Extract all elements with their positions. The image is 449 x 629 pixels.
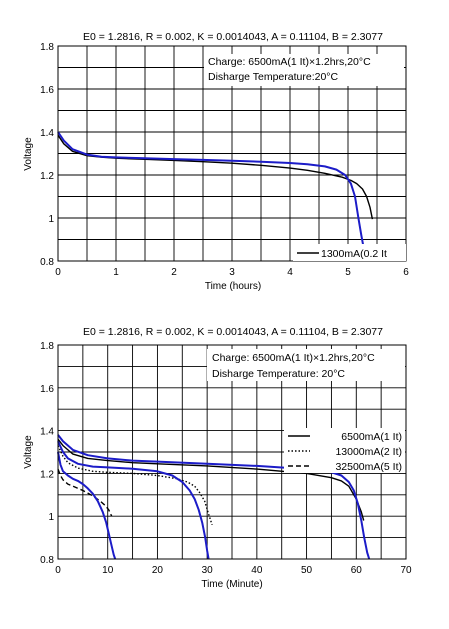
x-tick-label: 70 — [400, 565, 412, 576]
x-tick-labels: 0 1 2 3 4 5 6 — [55, 267, 409, 278]
y-tick-label: 1.4 — [40, 427, 54, 438]
x-tick-label: 50 — [301, 565, 313, 576]
y-tick-label: 0.8 — [40, 257, 54, 268]
annotation-temperature: Disharge Temperature:20°C — [208, 71, 338, 83]
annotation-charge: Charge: 6500mA(1 It)×1.2hrs,20°C — [208, 56, 371, 68]
y-tick-label: 0.8 — [40, 555, 54, 566]
series-line-model-1 — [57, 131, 367, 262]
y-axis-label: Voltage — [23, 137, 34, 171]
x-tick-label: 0 — [55, 565, 61, 576]
series-line-model-5 — [57, 451, 117, 560]
x-tick-label: 40 — [251, 565, 263, 576]
legend-label-6500ma: 6500mA(1 It) — [341, 431, 402, 443]
legend-label-1300ma: 1300mA(0.2 It — [321, 248, 387, 260]
y-tick-label: 1.8 — [40, 42, 54, 53]
y-tick-labels: 0.8 1 1.2 1.4 1.6 1.8 — [40, 341, 54, 566]
y-axis-label: Voltage — [23, 435, 34, 469]
y-tick-label: 1.2 — [40, 171, 54, 182]
y-tick-label: 1.4 — [40, 128, 54, 139]
chart-bottom: E0 = 1.2816, R = 0.002, K = 0.0014043, A… — [23, 326, 412, 590]
chart-title: E0 = 1.2816, R = 0.002, K = 0.0014043, A… — [83, 326, 383, 338]
series-line-1300ma-0-2-it — [57, 134, 374, 220]
y-tick-label: 1.6 — [40, 384, 54, 395]
chart-title: E0 = 1.2816, R = 0.002, K = 0.0014043, A… — [83, 31, 383, 43]
series-line-13000ma-2-it- — [57, 445, 213, 526]
x-tick-label: 5 — [345, 267, 351, 278]
x-tick-label: 3 — [229, 267, 235, 278]
y-tick-label: 1 — [48, 214, 54, 225]
series-line-6500ma-1-it- — [57, 438, 365, 521]
plot-frame — [57, 45, 407, 262]
x-tick-labels: 0 10 20 30 40 50 60 70 — [55, 565, 412, 576]
annotation-temperature: Disharge Temperature: 20°C — [212, 368, 345, 380]
x-tick-label: 2 — [171, 267, 177, 278]
x-tick-label: 0 — [55, 267, 61, 278]
y-tick-label: 1.2 — [40, 469, 54, 480]
series-group — [57, 131, 374, 262]
legend-label-13000ma: 13000mA(2 It) — [335, 446, 402, 458]
x-axis-label: Time (hours) — [205, 281, 261, 292]
x-axis-label: Time (Minute) — [201, 579, 262, 590]
y-tick-labels: 0.8 1 1.2 1.4 1.6 1.8 — [40, 42, 54, 268]
annotation-background — [204, 54, 404, 86]
plot-frame — [57, 344, 407, 560]
legend-label-32500ma: 32500mA(5 It) — [335, 461, 402, 473]
x-tick-label: 60 — [351, 565, 363, 576]
series-line-model-4 — [57, 440, 210, 560]
x-tick-label: 10 — [102, 565, 114, 576]
x-tick-label: 30 — [202, 565, 214, 576]
annotation-charge: Charge: 6500mA(1 It)×1.2hrs,20°C — [212, 352, 375, 364]
y-tick-label: 1.8 — [40, 341, 54, 352]
series-line-32500ma-5-it- — [57, 468, 113, 517]
x-tick-label: 4 — [287, 267, 293, 278]
annotation-background — [207, 349, 405, 381]
chart-top: E0 = 1.2816, R = 0.002, K = 0.0014043, A… — [23, 31, 409, 292]
x-tick-label: 1 — [113, 267, 119, 278]
x-tick-label: 20 — [152, 565, 164, 576]
legend-background — [293, 244, 406, 261]
x-tick-label: 6 — [403, 267, 409, 278]
y-tick-label: 1.6 — [40, 85, 54, 96]
y-tick-label: 1 — [48, 512, 54, 523]
